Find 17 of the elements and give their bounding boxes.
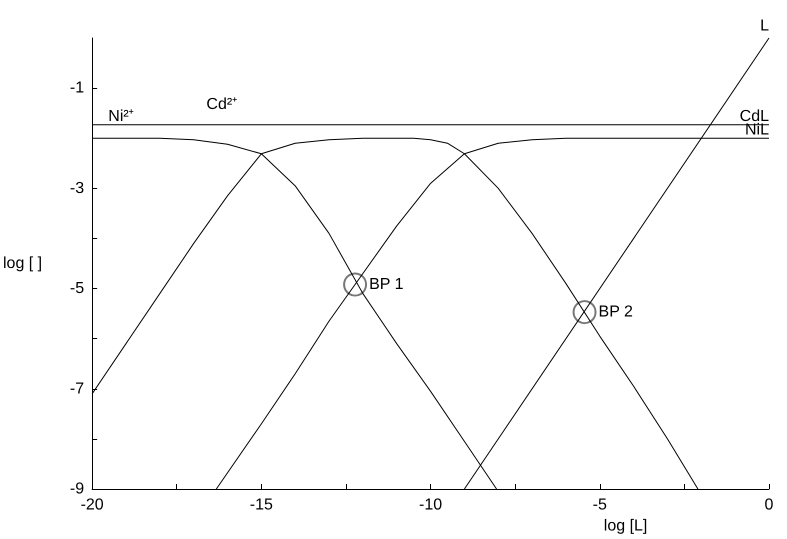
annotation: Cd²⁺ [206,96,238,114]
x-tick-label: -20 [80,496,104,514]
x-tick-label: 0 [764,496,774,514]
y-tick-label: -3 [70,180,84,197]
x-tick-label: -10 [419,496,442,514]
x-tick-label: -5 [592,496,607,514]
annotation: L [760,18,770,34]
y-tick-label: -9 [70,480,84,498]
y-tick-label: -1 [70,80,84,97]
y-tick-label: -5 [70,280,84,298]
annotation: BP 2 [598,304,634,321]
annotation: BP 1 [369,276,404,294]
annotation: Ni²⁺ [108,108,134,126]
y-tick-label: -7 [70,380,84,398]
x-tick-label: -15 [250,496,274,514]
x-axis-title: log [L] [604,517,648,534]
y-axis-title: log [ ] [2,255,42,272]
